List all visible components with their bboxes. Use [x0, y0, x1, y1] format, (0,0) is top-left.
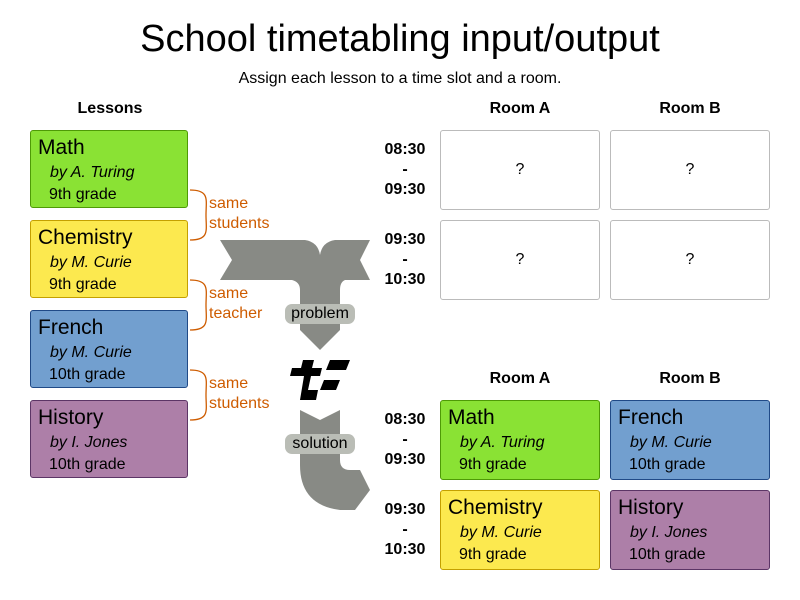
lesson-card-chemistry: Chemistry by M. Curie 9th grade [30, 220, 188, 298]
lessons-header: Lessons [77, 100, 143, 117]
solution-arrow [300, 410, 370, 510]
lesson-name: Math [448, 406, 495, 429]
timeslot-label: 09:30-10:30 [384, 231, 426, 288]
relation-brace [189, 369, 207, 421]
timeslot-label: 08:30-09:30 [384, 411, 426, 468]
lesson-grade: 10th grade [629, 456, 706, 473]
lesson-card-french: French by M. Curie 10th grade [30, 310, 188, 388]
relation-label: same teacher [209, 285, 263, 322]
lesson-teacher: by I. Jones [50, 434, 128, 451]
assigned-lesson-history: History by I. Jones 10th grade [610, 490, 770, 570]
relation-brace [189, 279, 207, 331]
timeslot-label: 08:30-09:30 [384, 141, 426, 198]
lesson-grade: 10th grade [629, 546, 706, 563]
lesson-teacher: by M. Curie [460, 524, 542, 541]
lesson-teacher: by A. Turing [460, 434, 545, 451]
lesson-teacher: by A. Turing [50, 164, 135, 181]
lesson-card-history: History by I. Jones 10th grade [30, 400, 188, 478]
lesson-teacher: by I. Jones [630, 524, 708, 541]
page-title: School timetabling input/output [140, 18, 660, 60]
relation-label: same students [209, 195, 270, 232]
lesson-grade: 9th grade [49, 276, 117, 293]
lesson-name: French [38, 316, 104, 339]
lesson-teacher: by M. Curie [50, 254, 132, 271]
solution-label: solution [285, 434, 355, 454]
relation-label: same students [209, 375, 270, 412]
unassigned-slot: ? [610, 130, 770, 210]
problem-label: problem [285, 304, 355, 324]
assigned-lesson-french: French by M. Curie 10th grade [610, 400, 770, 480]
lesson-grade: 9th grade [459, 546, 527, 563]
unassigned-slot: ? [440, 130, 600, 210]
room-header: Room B [659, 100, 721, 117]
room-header: Room A [489, 370, 551, 387]
lesson-name: History [38, 406, 104, 429]
lesson-name: History [618, 496, 684, 519]
lesson-name: French [618, 406, 684, 429]
lesson-grade: 10th grade [49, 366, 126, 383]
assigned-lesson-chemistry: Chemistry by M. Curie 9th grade [440, 490, 600, 570]
page-subtitle: Assign each lesson to a time slot and a … [238, 70, 562, 87]
lesson-grade: 9th grade [459, 456, 527, 473]
lesson-name: Chemistry [38, 226, 133, 249]
lesson-grade: 10th grade [49, 456, 126, 473]
lesson-teacher: by M. Curie [50, 344, 132, 361]
relation-brace [189, 189, 207, 241]
lesson-grade: 9th grade [49, 186, 117, 203]
lesson-name: Chemistry [448, 496, 543, 519]
timefold-logo-icon [290, 360, 350, 400]
room-header: Room A [489, 100, 551, 117]
unassigned-slot: ? [440, 220, 600, 300]
lesson-name: Math [38, 136, 85, 159]
lesson-card-math: Math by A. Turing 9th grade [30, 130, 188, 208]
room-header: Room B [659, 370, 721, 387]
unassigned-slot: ? [610, 220, 770, 300]
timeslot-label: 09:30-10:30 [384, 501, 426, 558]
lesson-teacher: by M. Curie [630, 434, 712, 451]
assigned-lesson-math: Math by A. Turing 9th grade [440, 400, 600, 480]
